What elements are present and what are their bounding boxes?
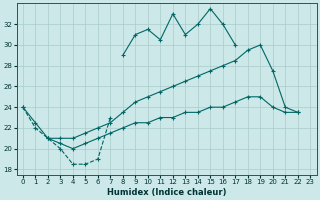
- X-axis label: Humidex (Indice chaleur): Humidex (Indice chaleur): [107, 188, 226, 197]
